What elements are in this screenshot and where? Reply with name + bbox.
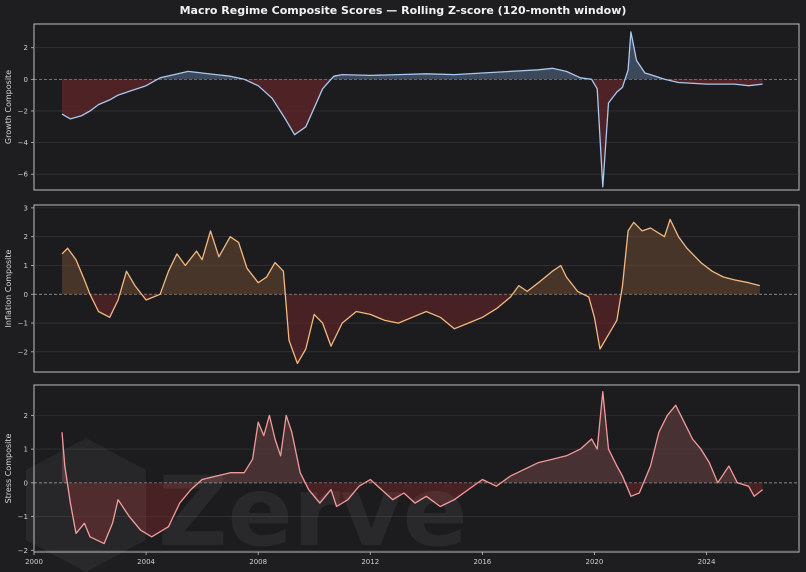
inflation-ytick-label: 0: [24, 291, 28, 299]
growth-ylabel: Growth Composite: [4, 70, 13, 144]
stress-negative-area: [67, 482, 763, 544]
growth-plot-frame: [33, 23, 800, 191]
growth-ytick-label: −4: [18, 139, 29, 147]
stress-series-line: [61, 391, 764, 545]
watermark: Zerve: [26, 438, 468, 572]
inflation-ytick-label: −2: [18, 348, 28, 356]
inflation-ytick-label: 3: [24, 204, 28, 212]
inflation-series-line: [61, 218, 760, 365]
stress-ytick-label: 1: [24, 446, 28, 454]
growth-ytick-label: 2: [24, 44, 28, 52]
growth-series-line: [61, 31, 763, 188]
x-tick-label: 2024: [698, 558, 716, 566]
panel-inflation: 3 2 1 0 −1 −2 Inflation Composite: [4, 204, 800, 373]
watermark-logo-icon: [26, 438, 146, 572]
panel-stress: 2 1 0 −1 −2 Stress Composite: [4, 384, 800, 555]
x-tick-label: 2020: [586, 558, 604, 566]
stress-ytick-label: −1: [18, 513, 28, 521]
panel-growth: 2 0 −2 −4 −6 Growth Composite: [4, 23, 800, 191]
inflation-ytick-label: 2: [24, 233, 28, 241]
stress-ytick-label: 2: [24, 412, 28, 420]
watermark-text: Zerve: [158, 456, 468, 568]
x-tick-label: 2004: [137, 558, 155, 566]
inflation-positive-area: [62, 219, 760, 295]
inflation-ylabel: Inflation Composite: [4, 249, 13, 327]
stress-ylabel: Stress Composite: [4, 434, 13, 504]
growth-ytick-label: 0: [24, 76, 28, 84]
x-tick-label: 2008: [249, 558, 267, 566]
x-tick-label: 2016: [473, 558, 491, 566]
x-axis: 2000 2004 2008 2012 2016 2020 2024: [25, 552, 716, 566]
growth-ytick-label: −2: [18, 107, 28, 115]
x-tick-label: 2012: [361, 558, 379, 566]
stress-positive-area: [62, 391, 763, 483]
stress-ytick-label: 0: [24, 479, 28, 487]
stress-ytick-label: −2: [18, 547, 28, 555]
inflation-ytick-label: 1: [24, 262, 28, 270]
growth-ytick-label: −6: [18, 171, 29, 179]
inflation-negative-area: [62, 294, 760, 364]
inflation-ytick-label: −1: [18, 320, 28, 328]
chart-title: Macro Regime Composite Scores — Rolling …: [180, 4, 627, 17]
x-tick-label: 2000: [25, 558, 43, 566]
